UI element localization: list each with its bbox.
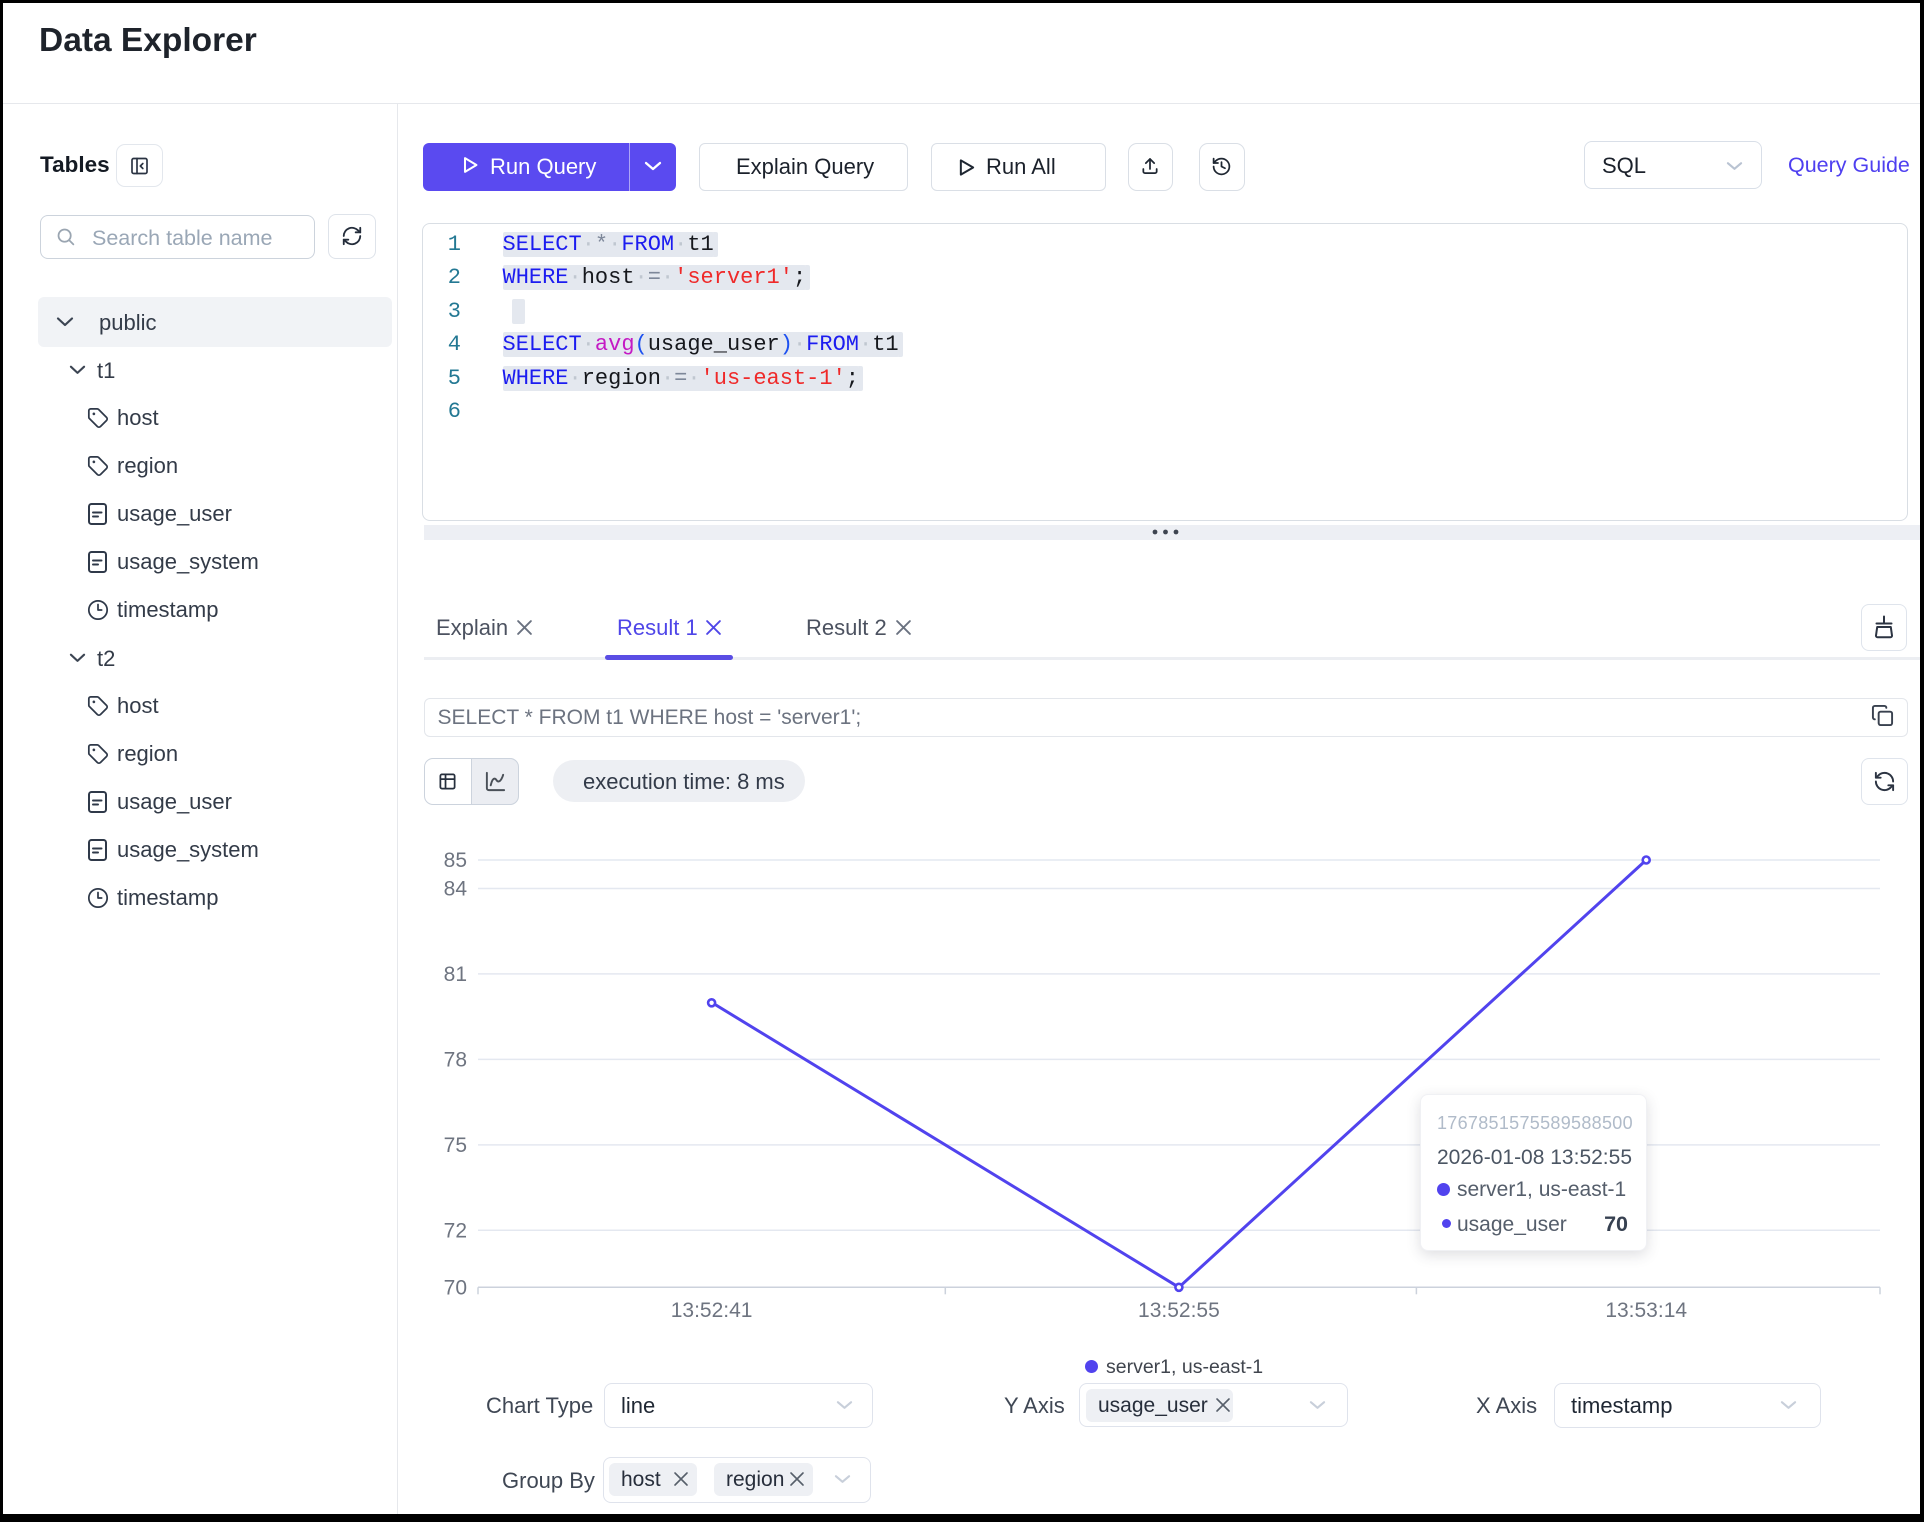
svg-text:13:52:41: 13:52:41	[671, 1299, 753, 1322]
svg-text:81: 81	[444, 963, 467, 986]
svg-text:72: 72	[444, 1219, 467, 1242]
svg-text:84: 84	[444, 878, 468, 901]
svg-text:78: 78	[444, 1048, 467, 1071]
svg-text:85: 85	[444, 849, 467, 872]
svg-text:75: 75	[444, 1134, 467, 1157]
svg-text:server1, us-east-1: server1, us-east-1	[1106, 1356, 1263, 1378]
svg-text:70: 70	[444, 1276, 467, 1299]
svg-text:13:53:14: 13:53:14	[1605, 1299, 1687, 1322]
svg-text:13:52:55: 13:52:55	[1138, 1299, 1220, 1322]
